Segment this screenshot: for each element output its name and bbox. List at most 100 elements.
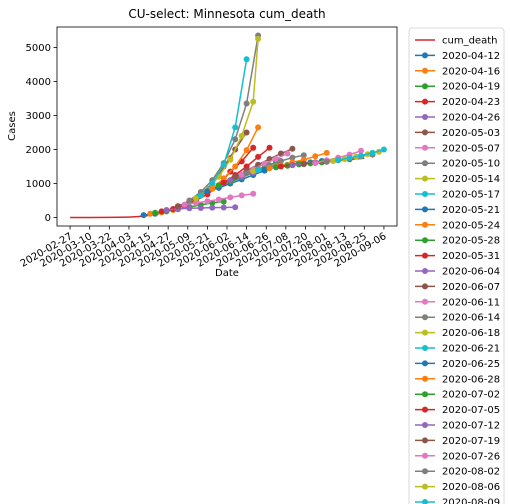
data-point (220, 198, 227, 205)
data-point (255, 153, 262, 160)
data-point (277, 150, 284, 157)
legend-label: 2020-06-28 (442, 374, 500, 385)
data-point (250, 190, 257, 197)
legend-marker (422, 144, 428, 151)
legend-marker (422, 391, 428, 398)
legend-marker (422, 83, 428, 90)
data-point (227, 156, 234, 163)
data-point (273, 164, 279, 171)
data-point (238, 192, 245, 199)
data-point (358, 152, 364, 159)
legend-label: 2020-06-11 (442, 297, 500, 308)
legend-label: 2020-08-02 (442, 467, 500, 478)
legend-label: 2020-07-02 (442, 390, 500, 401)
x-axis: 2020-02-272020-03-102020-03-222020-04-03… (19, 226, 388, 270)
legend-marker (422, 483, 428, 490)
data-point (209, 180, 216, 187)
data-point (250, 144, 257, 151)
data-point (152, 209, 159, 216)
legend-label: 2020-06-04 (442, 267, 500, 278)
legend-marker (422, 67, 428, 74)
legend-label: 2020-08-09 (442, 498, 500, 504)
data-point (312, 153, 319, 160)
data-point (220, 179, 227, 186)
legend-entry: 2020-06-25 (415, 359, 500, 370)
data-point (261, 160, 268, 167)
legend-label: 2020-07-12 (442, 421, 500, 432)
data-point (323, 149, 330, 156)
data-point (158, 208, 165, 215)
data-point (232, 163, 239, 170)
legend-entry: cum_death (415, 36, 497, 47)
data-point (273, 156, 279, 162)
legend-entry: 2020-06-28 (415, 374, 500, 385)
data-point (250, 98, 257, 105)
legend-marker (422, 329, 428, 336)
data-point (300, 152, 307, 159)
data-point (204, 188, 211, 195)
legend-marker (422, 375, 428, 382)
data-point (197, 205, 204, 211)
data-point (227, 177, 234, 184)
legend-marker (422, 360, 428, 367)
legend-label: 2020-04-16 (442, 66, 500, 77)
legend-label: 2020-06-25 (442, 359, 500, 370)
legend-label: 2020-06-21 (442, 344, 500, 355)
data-point (175, 203, 181, 210)
legend-entry: 2020-07-19 (415, 436, 500, 447)
y-axis-label: Cases (7, 111, 18, 141)
legend-label: 2020-05-17 (442, 190, 500, 201)
legend-entry: 2020-05-21 (415, 205, 500, 216)
legend-marker (422, 452, 428, 459)
legend-entry: 2020-08-06 (415, 482, 500, 493)
data-point (335, 157, 342, 163)
data-point (209, 204, 216, 211)
data-point (243, 163, 250, 170)
y-tick-label: 5000 (26, 43, 51, 54)
legend-label: 2020-04-26 (442, 113, 500, 124)
data-point (312, 160, 319, 167)
legend-entry: 2020-05-28 (415, 236, 500, 247)
legend-marker (422, 52, 428, 59)
data-point (232, 173, 239, 180)
series-2020-08-09 (335, 146, 387, 163)
legend-marker (422, 314, 428, 321)
data-point (227, 194, 234, 201)
legend-label: 2020-05-24 (442, 220, 500, 231)
series-2020-05-24 (209, 124, 262, 192)
data-point (238, 171, 245, 178)
legend-label: 2020-05-28 (442, 236, 500, 247)
data-point (255, 124, 262, 131)
legend-marker (422, 98, 428, 105)
legend-marker (422, 298, 428, 305)
legend-label: 2020-07-05 (442, 405, 500, 416)
data-point (215, 182, 222, 189)
legend-entry: 2020-07-26 (415, 451, 500, 462)
y-tick-label: 3000 (26, 111, 51, 122)
y-axis: 0 1000 2000 3000 4000 5000 (26, 43, 57, 224)
data-point (277, 158, 284, 164)
data-point (300, 161, 307, 168)
legend-entry: 2020-05-10 (415, 159, 500, 170)
legend-marker (422, 283, 428, 290)
series-2020-05-17 (197, 56, 250, 199)
chart-title: CU-select: Minnesota cum_death (128, 7, 325, 21)
data-point (232, 136, 239, 143)
plot-frame (56, 26, 398, 227)
legend-marker (422, 406, 428, 413)
legend-label: 2020-06-14 (442, 313, 500, 324)
legend-label: 2020-04-19 (442, 82, 500, 93)
legend-label: 2020-04-12 (442, 51, 500, 62)
legend-marker (422, 468, 428, 475)
legend-entry: 2020-05-24 (415, 220, 500, 231)
series-2020-05-07 (181, 190, 257, 208)
legend-label: 2020-04-23 (442, 97, 500, 108)
legend-marker (422, 237, 428, 244)
data-point (380, 146, 387, 153)
legend-entry: 2020-07-12 (415, 421, 500, 432)
legend-marker (422, 345, 428, 351)
legend-marker (422, 191, 428, 197)
legend-label: 2020-07-26 (442, 451, 500, 462)
data-point (192, 195, 199, 202)
